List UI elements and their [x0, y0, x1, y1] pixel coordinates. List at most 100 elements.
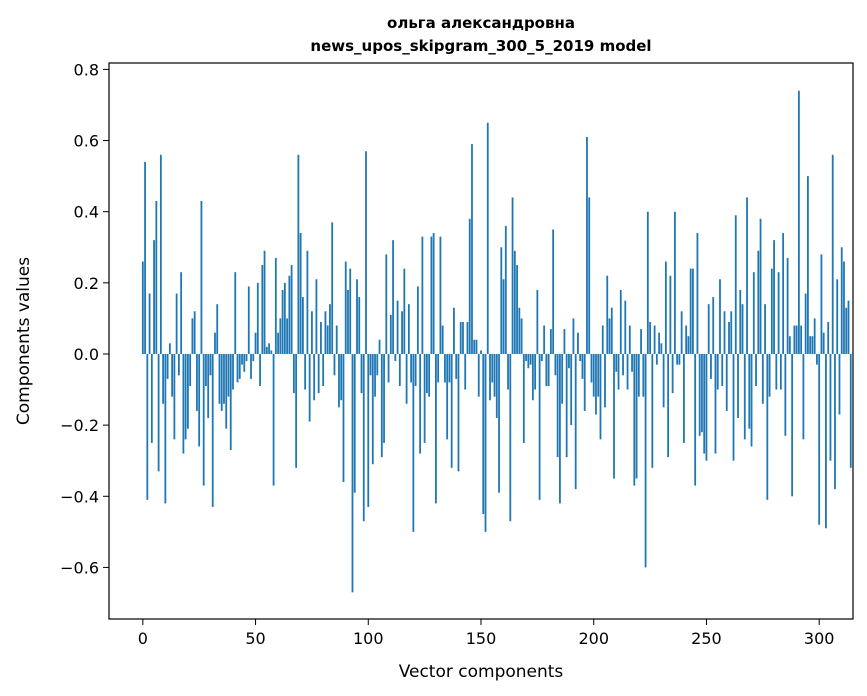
bar-component-232 [664, 261, 667, 354]
bar-component-312 [845, 307, 848, 354]
bar-component-138 [453, 307, 455, 354]
bar-component-144 [466, 321, 469, 354]
bar-component-251 [707, 304, 710, 354]
bar-component-51 [256, 282, 259, 354]
bar-component-217 [631, 353, 633, 372]
bar-component-261 [730, 311, 733, 354]
bar-component-72 [304, 353, 307, 390]
bar-component-37 [225, 353, 228, 429]
bar-component-20 [187, 353, 189, 429]
bar-component-135 [446, 353, 449, 440]
bar-component-92 [349, 268, 352, 354]
bar-component-61 [279, 318, 282, 354]
x-axis-ticks: 0 50 100 150 200 250 300 [138, 619, 834, 648]
bar-component-41 [234, 272, 237, 354]
bar-component-306 [831, 154, 834, 354]
bar-component-310 [840, 247, 843, 354]
bar-component-2 [146, 353, 149, 500]
bar-component-190 [570, 353, 573, 426]
bar-component-17 [180, 272, 183, 354]
bar-component-137 [450, 353, 453, 468]
bar-component-161 [504, 225, 507, 354]
bar-component-46 [245, 353, 248, 362]
bar-series [141, 90, 852, 593]
y-axis-label: Components values [14, 257, 34, 425]
bar-component-89 [342, 353, 345, 483]
bar-component-101 [369, 353, 372, 376]
bar-component-128 [430, 236, 433, 354]
bar-component-270 [750, 353, 753, 447]
bar-component-127 [428, 353, 431, 397]
bar-component-150 [480, 350, 482, 354]
bar-component-289 [793, 325, 796, 354]
bar-component-263 [734, 215, 737, 354]
bar-component-139 [455, 353, 458, 379]
bar-component-112 [394, 353, 397, 362]
bar-component-154 [489, 353, 491, 401]
bar-component-262 [732, 353, 735, 461]
bar-component-50 [254, 332, 257, 354]
bar-component-79 [320, 321, 322, 354]
bar-component-160 [502, 279, 505, 354]
bar-component-141 [459, 321, 462, 354]
bar-component-26 [200, 201, 203, 354]
bar-component-124 [421, 236, 424, 354]
bar-component-170 [525, 353, 527, 362]
bar-component-126 [425, 353, 428, 394]
y-tick-label: −0.6 [60, 558, 99, 577]
bar-component-146 [471, 144, 473, 354]
bar-component-152 [484, 353, 487, 532]
y-tick-label: 0.6 [74, 132, 99, 151]
bar-component-282 [777, 272, 780, 354]
bar-component-276 [764, 304, 766, 354]
bar-component-47 [247, 286, 250, 354]
y-tick-label: 0.4 [74, 203, 99, 222]
bar-component-314 [849, 353, 852, 468]
bar-component-307 [834, 353, 836, 490]
bar-component-65 [288, 275, 291, 354]
bar-component-34 [218, 353, 221, 404]
bar-component-13 [171, 353, 174, 397]
bar-component-134 [444, 353, 446, 383]
bar-component-242 [687, 336, 690, 354]
bar-component-283 [779, 353, 782, 390]
x-tick-label: 100 [353, 629, 384, 648]
bar-component-129 [432, 233, 435, 354]
bar-component-151 [482, 353, 485, 515]
bar-component-290 [795, 325, 798, 354]
bar-component-56 [268, 343, 270, 354]
bar-component-100 [367, 353, 370, 507]
bar-component-181 [549, 329, 552, 354]
bar-component-27 [202, 353, 205, 486]
bar-component-205 [604, 353, 606, 408]
bar-component-44 [241, 353, 243, 365]
bar-component-9 [162, 353, 165, 404]
bar-component-248 [701, 353, 703, 433]
bar-component-184 [556, 353, 559, 458]
bar-component-130 [435, 353, 437, 504]
bar-component-45 [243, 353, 246, 372]
bar-component-231 [662, 353, 665, 408]
bar-component-273 [757, 250, 760, 354]
bar-component-131 [437, 353, 440, 383]
bar-component-113 [396, 300, 399, 354]
bar-component-74 [308, 353, 311, 422]
bar-component-149 [477, 353, 480, 397]
bar-component-168 [520, 318, 523, 354]
bar-component-175 [536, 289, 539, 354]
bar-component-16 [177, 353, 180, 376]
bar-component-266 [741, 304, 744, 354]
bar-component-159 [500, 247, 503, 354]
bar-component-274 [759, 218, 762, 354]
bar-component-86 [335, 325, 338, 354]
bar-component-156 [493, 353, 496, 397]
bar-component-116 [403, 268, 406, 354]
bar-component-7 [157, 353, 160, 472]
bar-component-35 [220, 353, 223, 411]
bar-component-238 [678, 353, 681, 365]
bar-component-241 [685, 325, 688, 354]
bar-component-104 [376, 353, 379, 376]
bar-component-201 [595, 353, 597, 415]
bar-component-213 [622, 353, 624, 376]
bar-component-90 [344, 261, 347, 354]
